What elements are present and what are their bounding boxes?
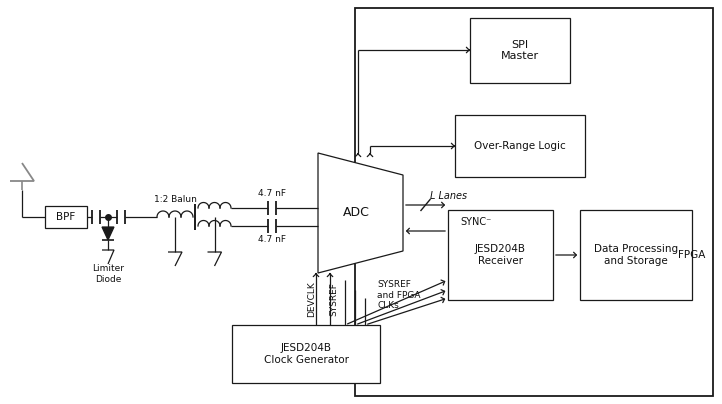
Bar	[45, 206, 87, 228]
Text: SYNC⁻: SYNC⁻	[460, 217, 491, 227]
Text: ADC: ADC	[342, 206, 370, 219]
Text: L Lanes: L Lanes	[430, 191, 468, 201]
Bar	[580, 210, 692, 300]
Text: JESD204B
Clock Generator: JESD204B Clock Generator	[264, 343, 349, 365]
Bar	[470, 18, 570, 83]
Text: 1:2 Balun: 1:2 Balun	[154, 194, 196, 204]
Bar	[455, 115, 585, 177]
Text: SYSREF: SYSREF	[329, 282, 339, 316]
Polygon shape	[102, 227, 114, 240]
Text: Limiter
Diode: Limiter Diode	[92, 264, 124, 284]
Text: Data Processing
and Storage: Data Processing and Storage	[594, 244, 678, 266]
Text: BPF: BPF	[56, 212, 76, 222]
Text: 4.7 nF: 4.7 nF	[258, 236, 286, 244]
Text: SPI
Master: SPI Master	[501, 40, 539, 61]
Text: DEVCLK: DEVCLK	[308, 281, 316, 317]
Bar	[232, 325, 380, 383]
Bar	[448, 210, 553, 300]
Text: FPGA: FPGA	[678, 250, 705, 260]
Text: SYSREF
and FPGA
CLKs: SYSREF and FPGA CLKs	[377, 280, 420, 310]
Text: 4.7 nF: 4.7 nF	[258, 189, 286, 198]
Bar	[355, 8, 713, 396]
Text: JESD204B
Receiver: JESD204B Receiver	[475, 244, 526, 266]
Text: Over-Range Logic: Over-Range Logic	[474, 141, 566, 151]
Polygon shape	[318, 153, 403, 273]
